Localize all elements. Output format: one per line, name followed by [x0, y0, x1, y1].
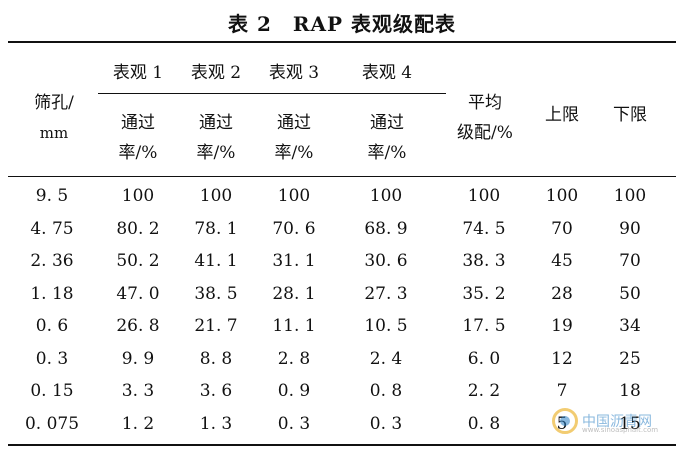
- watermark-logo-icon: [552, 408, 578, 434]
- table-cell: 70: [619, 251, 641, 271]
- table-cell: 70: [551, 218, 573, 239]
- table-cell: 70. 6: [272, 218, 316, 239]
- table-cell: 8. 8: [199, 348, 233, 369]
- header-pass-2: 通过 率/%: [196, 113, 236, 163]
- table-cell: 50: [619, 283, 641, 304]
- table-cell: 100: [277, 186, 311, 206]
- table-cell: 41. 1: [194, 251, 238, 271]
- table-cell: 10. 5: [364, 316, 408, 336]
- table-cell: 2. 4: [369, 348, 403, 369]
- header-pass-4: 通过 率/%: [367, 113, 407, 163]
- header-group-2: 表观 2: [190, 63, 242, 83]
- table-cell: 0. 3: [277, 413, 311, 434]
- table-cell: 0. 8: [467, 413, 501, 434]
- sieve-size-cell: 0. 3: [35, 348, 69, 369]
- sieve-size-cell: 0. 15: [30, 381, 74, 401]
- header-group-1: 表观 1: [112, 63, 164, 83]
- table-cell: 15: [619, 413, 641, 434]
- table-cell: 1. 2: [121, 413, 155, 434]
- group-underline: [98, 93, 446, 94]
- table-cell: 34: [619, 316, 641, 336]
- table-cell: 27. 3: [364, 283, 408, 304]
- table-cell: 11. 1: [272, 316, 316, 336]
- table-cell: 100: [467, 186, 501, 206]
- sieve-size-cell: 2. 36: [30, 251, 74, 271]
- table-cell: 6. 0: [467, 348, 501, 369]
- table-cell: 28. 1: [272, 283, 316, 304]
- table-cell: 47. 0: [116, 283, 160, 304]
- header-lower: 下限: [613, 105, 647, 125]
- sieve-size-cell: 9. 5: [35, 186, 69, 206]
- table-cell: 38. 3: [462, 251, 506, 271]
- sieve-size-cell: 4. 75: [30, 218, 74, 239]
- table-cell: 100: [613, 186, 647, 206]
- table-cell: 9. 9: [121, 348, 155, 369]
- table-cell: 28: [551, 283, 573, 304]
- sieve-size-cell: 0. 075: [24, 413, 80, 434]
- header-upper: 上限: [545, 105, 579, 125]
- sieve-size-cell: 0. 6: [35, 316, 69, 336]
- sieve-size-cell: 1. 18: [30, 283, 74, 304]
- table-cell: 90: [619, 218, 641, 239]
- table-cell: 50. 2: [116, 251, 160, 271]
- table-cell: 19: [551, 316, 573, 336]
- table-cell: 74. 5: [462, 218, 506, 239]
- table-cell: 38. 5: [194, 283, 238, 304]
- table-cell: 3. 3: [121, 381, 155, 401]
- header-rule: [8, 176, 676, 177]
- table-cell: 0. 3: [369, 413, 403, 434]
- table-cell: 0. 9: [277, 381, 311, 401]
- table-cell: 35. 2: [462, 283, 506, 304]
- table-cell: 45: [551, 251, 573, 271]
- header-average: 平均 级配/%: [457, 93, 513, 143]
- table-cell: 78. 1: [194, 218, 238, 239]
- watermark: 中国沥青网 www.sinoasphalt.com: [552, 404, 680, 438]
- table-cell: 100: [545, 186, 579, 206]
- header-pass-1: 通过 率/%: [118, 113, 158, 163]
- table-cell: 7: [556, 381, 568, 401]
- top-rule: [8, 41, 676, 43]
- table-cell: 17. 5: [462, 316, 506, 336]
- table-cell: 2. 8: [277, 348, 311, 369]
- table-cell: 0. 8: [369, 381, 403, 401]
- bottom-rule: [8, 444, 676, 446]
- watermark-text: 中国沥青网: [582, 414, 652, 430]
- table-cell: 80. 2: [116, 218, 160, 239]
- header-sieve: 筛孔/ mm: [34, 93, 74, 142]
- header-pass-3: 通过 率/%: [274, 113, 314, 163]
- table-cell: 100: [199, 186, 233, 206]
- table-cell: 25: [619, 348, 641, 369]
- table-cell: 1. 3: [199, 413, 233, 434]
- table-cell: 100: [121, 186, 155, 206]
- table-cell: 26. 8: [116, 316, 160, 336]
- table-cell: 68. 9: [364, 218, 408, 239]
- table-cell: 31. 1: [272, 251, 316, 271]
- header-group-3: 表观 3: [268, 63, 320, 83]
- table-cell: 2. 2: [467, 381, 501, 401]
- header-group-4: 表观 4: [361, 63, 413, 83]
- table-cell: 21. 7: [194, 316, 238, 336]
- table-cell: 18: [619, 381, 641, 401]
- table-cell: 30. 6: [364, 251, 408, 271]
- table-cell: 3. 6: [199, 381, 233, 401]
- watermark-url: www.sinoasphalt.com: [582, 426, 659, 434]
- table-title: 表 2 RAP 表观级配表: [227, 12, 457, 36]
- table-cell: 100: [369, 186, 403, 206]
- table-cell: 12: [551, 348, 573, 369]
